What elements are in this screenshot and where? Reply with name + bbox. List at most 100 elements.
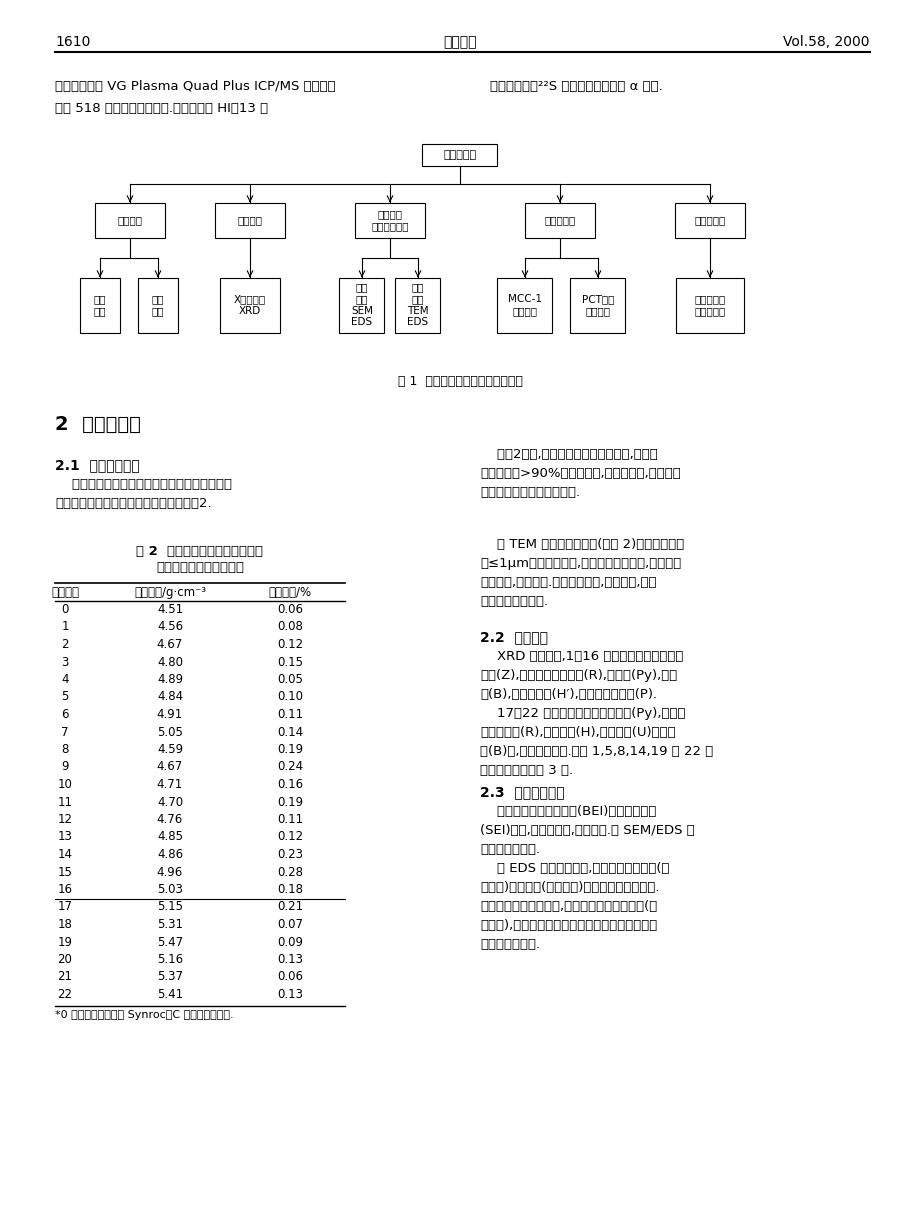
- Text: 0.10: 0.10: [277, 691, 302, 703]
- Text: 5.03: 5.03: [157, 883, 183, 896]
- FancyBboxPatch shape: [80, 278, 119, 333]
- Text: 从 TEM 所观察到的晶相(见图 2)是由尺寸较小
（≤1μm）的晶粒组成,大小晶粒随机分布,晶粒之间
结合紧密,晶界极窄.晶体发育良好,晶形完备,说明
热压固: 从 TEM 所观察到的晶相(见图 2)是由尺寸较小 （≤1μm）的晶粒组成,大小…: [480, 538, 684, 608]
- Text: PCT粉末
静态浸泡: PCT粉末 静态浸泡: [581, 295, 614, 316]
- FancyBboxPatch shape: [675, 203, 744, 237]
- Text: 20: 20: [58, 953, 73, 966]
- Text: 4.85: 4.85: [157, 830, 183, 844]
- FancyBboxPatch shape: [215, 203, 285, 237]
- Text: 0.11: 0.11: [277, 813, 302, 826]
- FancyBboxPatch shape: [220, 278, 279, 333]
- Text: 13: 13: [58, 830, 73, 844]
- Text: 5.47: 5.47: [157, 936, 183, 949]
- Text: 0.24: 0.24: [277, 761, 302, 773]
- Text: 人造岩石固化体物理性能: 人造岩石固化体物理性能: [156, 561, 244, 574]
- Text: 16: 16: [57, 883, 73, 896]
- FancyBboxPatch shape: [355, 203, 425, 237]
- Text: 5.05: 5.05: [157, 725, 183, 739]
- Text: X射线衍射
XRD: X射线衍射 XRD: [233, 295, 266, 316]
- Text: 矿相组合: 矿相组合: [237, 215, 262, 225]
- Text: 体积密度/g·cm⁻³: 体积密度/g·cm⁻³: [134, 586, 206, 599]
- Text: 19: 19: [57, 936, 73, 949]
- Text: 0.08: 0.08: [277, 620, 302, 634]
- Text: 8: 8: [62, 744, 69, 756]
- Text: 4.96: 4.96: [157, 866, 183, 878]
- FancyBboxPatch shape: [339, 278, 384, 333]
- Text: 表 2  富钙钛锆石型和富烧绿石型: 表 2 富钙钛锆石型和富烧绿石型: [136, 545, 263, 558]
- Text: XRD 分析表明,1～16 号样品主要矿相是钙钛
锆石(Z),次要矿相是金红石(R),烧绿石(Py),钛铀
矿(B),钡铝钛酸盐(H′),和极少量钙钛矿(P).: XRD 分析表明,1～16 号样品主要矿相是钙钛 锆石(Z),次要矿相是金红石(…: [480, 649, 712, 777]
- FancyBboxPatch shape: [138, 278, 177, 333]
- Text: 列加速器上用²²S 离子轰击样品模拟 α 辐照.: 列加速器上用²²S 离子轰击样品模拟 α 辐照.: [490, 79, 662, 93]
- Text: 0.07: 0.07: [277, 918, 302, 931]
- Text: 0: 0: [62, 603, 69, 616]
- Text: 0.09: 0.09: [277, 936, 302, 949]
- Text: 4.76: 4.76: [157, 813, 183, 826]
- Text: 4.91: 4.91: [157, 708, 183, 722]
- Text: 液元素分析用 VG Plasma Quad Plus ICP/MS 质谱仪和: 液元素分析用 VG Plasma Quad Plus ICP/MS 质谱仪和: [55, 79, 335, 93]
- Text: 4.84: 4.84: [157, 691, 183, 703]
- Text: 5.41: 5.41: [157, 988, 183, 1000]
- Text: 4.89: 4.89: [157, 673, 183, 686]
- Text: 1: 1: [62, 620, 69, 634]
- FancyBboxPatch shape: [395, 278, 440, 333]
- Text: 0.19: 0.19: [277, 795, 302, 808]
- Text: 0.05: 0.05: [277, 673, 302, 686]
- FancyBboxPatch shape: [570, 278, 625, 333]
- Text: 4.51: 4.51: [157, 603, 183, 616]
- Text: 串列加速器
重离子辐射: 串列加速器 重离子辐射: [694, 295, 725, 316]
- Text: 11: 11: [57, 795, 73, 808]
- Text: 0.11: 0.11: [277, 708, 302, 722]
- Text: 5.31: 5.31: [157, 918, 183, 931]
- Text: 1610: 1610: [55, 35, 90, 49]
- Text: 0.18: 0.18: [277, 883, 302, 896]
- Text: 4.70: 4.70: [157, 795, 183, 808]
- Text: 17: 17: [57, 900, 73, 914]
- Text: 5.15: 5.15: [157, 900, 183, 914]
- Text: Vol.58, 2000: Vol.58, 2000: [783, 35, 869, 49]
- Text: 2.1  物理性能测试: 2.1 物理性能测试: [55, 457, 140, 472]
- Text: 4.80: 4.80: [157, 656, 183, 669]
- Text: 21: 21: [57, 971, 73, 983]
- Text: 2.2  矿相组成: 2.2 矿相组成: [480, 630, 548, 645]
- Text: 4.59: 4.59: [157, 744, 183, 756]
- Text: 物理性能: 物理性能: [118, 215, 142, 225]
- Text: 4.67: 4.67: [157, 761, 183, 773]
- Text: 从表2看出,人造岩石固化体密实性好,接近于
理论密度（>90%理论密度）,气孔率较小,因此固化
体应具有优良的抗浸出性能.: 从表2看出,人造岩石固化体密实性好,接近于 理论密度（>90%理论密度）,气孔率…: [480, 448, 680, 499]
- Text: 0.16: 0.16: [277, 778, 302, 791]
- Text: 固化体样品: 固化体样品: [443, 150, 476, 160]
- Text: 化学学报: 化学学报: [443, 35, 476, 49]
- Text: 0.12: 0.12: [277, 638, 302, 651]
- Text: 图 1  人造岩石固化体性能测试内容: 图 1 人造岩石固化体性能测试内容: [397, 375, 522, 388]
- Text: 显气孔率/%: 显气孔率/%: [268, 586, 312, 599]
- Text: 0.13: 0.13: [277, 988, 302, 1000]
- FancyBboxPatch shape: [525, 203, 595, 237]
- Text: 6: 6: [62, 708, 69, 722]
- FancyBboxPatch shape: [422, 144, 497, 166]
- Text: 0.19: 0.19: [277, 744, 302, 756]
- Text: 0.23: 0.23: [277, 848, 302, 861]
- Text: 0.14: 0.14: [277, 725, 302, 739]
- Text: 3: 3: [62, 656, 69, 669]
- Text: 5.16: 5.16: [157, 953, 183, 966]
- Text: 2  结果与讨论: 2 结果与讨论: [55, 415, 141, 434]
- Text: 体积
密度: 体积 密度: [94, 295, 106, 316]
- Text: 显气
孔率: 显气 孔率: [152, 295, 165, 316]
- Text: *0 号样品为参比样品 Synroc－C 人造岩石固化体.: *0 号样品为参比样品 Synroc－C 人造岩石固化体.: [55, 1010, 233, 1020]
- FancyBboxPatch shape: [675, 278, 743, 333]
- Text: 12: 12: [57, 813, 73, 826]
- Text: 4.67: 4.67: [157, 638, 183, 651]
- Text: 0.13: 0.13: [277, 953, 302, 966]
- Text: 14: 14: [57, 848, 73, 861]
- Text: 9: 9: [62, 761, 69, 773]
- Text: 7: 7: [62, 725, 69, 739]
- Text: 富钙钛锆石型和富烧绿石型两种人造岩石固化
体的体积密度与显气孔率测定结果列于表2.: 富钙钛锆石型和富烧绿石型两种人造岩石固化 体的体积密度与显气孔率测定结果列于表2…: [55, 478, 232, 510]
- Text: 0.12: 0.12: [277, 830, 302, 844]
- Text: 5.37: 5.37: [157, 971, 183, 983]
- Text: 15: 15: [58, 866, 73, 878]
- Text: 5: 5: [62, 691, 69, 703]
- Text: 22: 22: [57, 988, 73, 1000]
- Text: 从样品的背散射电子像(BEI)和二次电子像
(SEI)看出,样品孔隙小,密实性高.由 SEM/EDS 分
析得到矿相组成.
    从 EDS 谱图可以看出,固: 从样品的背散射电子像(BEI)和二次电子像 (SEI)看出,样品孔隙小,密实性高…: [480, 805, 694, 951]
- Text: 微观结构
矿相化学组成: 微观结构 矿相化学组成: [371, 209, 408, 231]
- Text: 0.06: 0.06: [277, 603, 302, 616]
- Text: 0.06: 0.06: [277, 971, 302, 983]
- Text: 扫描
电镜
SEM
EDS: 扫描 电镜 SEM EDS: [351, 283, 372, 328]
